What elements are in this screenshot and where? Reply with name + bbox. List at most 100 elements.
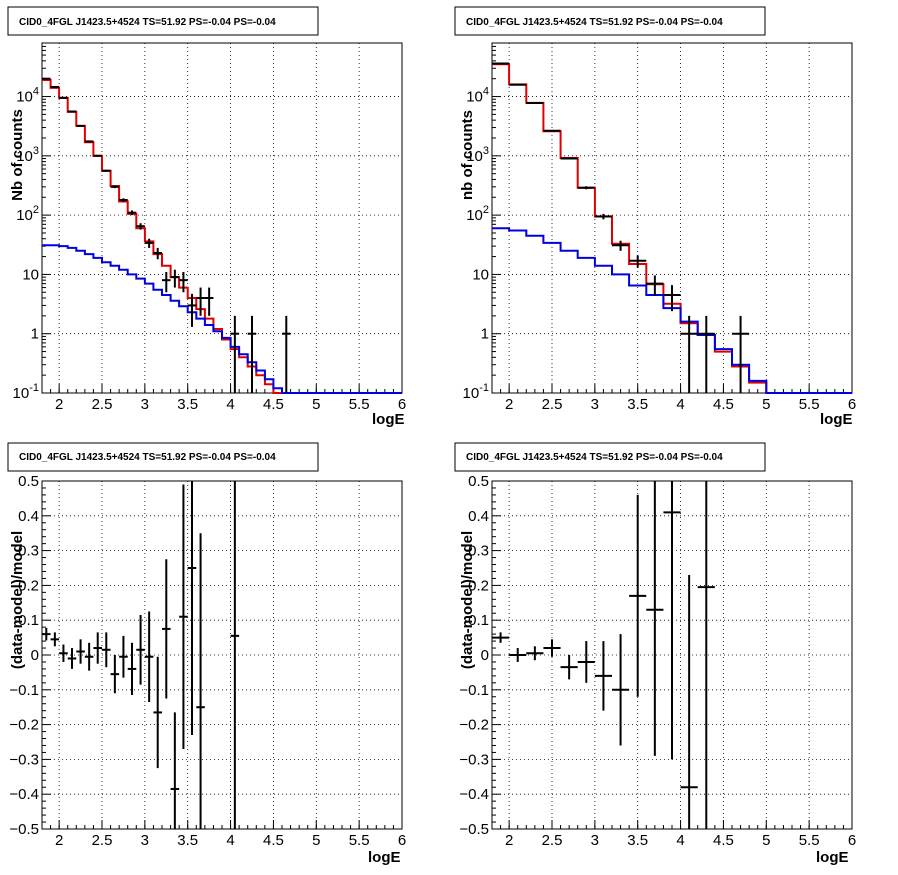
pad-title: CID0_4FGL J1423.5+4524 TS=51.92 PS=-0.04…: [19, 452, 276, 463]
data-point: [577, 186, 595, 190]
x-tick-label: 5.5: [349, 396, 370, 413]
x-tick-label: 5.5: [799, 832, 820, 849]
x-tick-label: 4.5: [713, 396, 734, 413]
y-tick-label: −0.1: [459, 682, 489, 699]
data-point: [230, 315, 240, 393]
residual-point: [153, 656, 162, 769]
data-point: [76, 124, 85, 127]
y-tick-label: 0: [31, 647, 39, 664]
residual-point: [543, 639, 561, 657]
x-tick-label: 4: [676, 832, 684, 849]
residual-point: [67, 648, 77, 669]
data-point: [282, 315, 291, 393]
y-axis-label: (data-model)/model: [9, 531, 26, 669]
x-tick-label: 4: [676, 396, 684, 413]
x-tick-label: 4: [226, 396, 234, 413]
x-tick-label: 6: [848, 832, 856, 849]
data-point: [560, 157, 578, 160]
residual-point: [509, 648, 527, 662]
counts-pad-right: CID0_4FGL J1423.5+4524 TS=51.92 PS=-0.04…: [454, 6, 856, 428]
y-tick-label: 0.5: [468, 473, 489, 490]
residual-point: [187, 481, 197, 736]
y-tick-label: −0.4: [459, 786, 489, 803]
x-tick-label: 4.5: [713, 832, 734, 849]
y-tick-label: 10-1: [463, 382, 489, 402]
y-tick-label: 10: [22, 266, 39, 283]
data-point: [612, 240, 630, 251]
data-point: [84, 140, 94, 143]
y-tick-label: 0.5: [18, 473, 39, 490]
residual-point: [162, 559, 171, 699]
y-tick-label: 0.4: [18, 508, 39, 525]
y-tick-label: 0.4: [468, 508, 489, 525]
x-axis-label: logE: [372, 411, 405, 428]
residual-point: [76, 639, 85, 664]
y-tick-label: −0.2: [459, 717, 489, 734]
residual-point: [697, 481, 715, 829]
x-tick-label: 5: [312, 396, 320, 413]
x-tick-label: 4.5: [263, 396, 284, 413]
y-tick-label: 0: [481, 647, 489, 664]
data-point: [196, 287, 205, 316]
x-tick-label: 2.5: [92, 396, 113, 413]
x-axis-label: logE: [820, 411, 853, 428]
data-point: [732, 315, 750, 393]
data-point: [179, 271, 188, 293]
data-point: [680, 315, 698, 393]
data-point: [93, 154, 102, 157]
data-point: [187, 293, 197, 327]
y-tick-label: 0.2: [468, 577, 489, 594]
data-point: [204, 287, 214, 316]
data-point: [247, 315, 257, 393]
y-tick-label: −0.3: [459, 751, 489, 768]
data-point: [59, 96, 68, 99]
y-tick-label: 0.1: [468, 612, 489, 629]
y-tick-label: 102: [466, 204, 489, 224]
title-box: [7, 6, 319, 36]
plot-frame: [491, 42, 853, 394]
data-point: [144, 238, 154, 248]
residual-point: [119, 635, 128, 678]
data-point: [543, 129, 561, 132]
pad-title: CID0_4FGL J1423.5+4524 TS=51.92 PS=-0.04…: [466, 17, 723, 28]
pad-title: CID0_4FGL J1423.5+4524 TS=51.92 PS=-0.04…: [466, 452, 723, 463]
residual-point: [577, 641, 595, 683]
x-tick-label: 6: [398, 832, 406, 849]
pad-title: CID0_4FGL J1423.5+4524 TS=51.92 PS=-0.04…: [19, 17, 276, 28]
y-tick-label: −0.3: [9, 751, 39, 768]
y-tick-label: 104: [466, 86, 489, 106]
y-tick-label: 1: [31, 326, 39, 343]
data-point: [136, 223, 145, 230]
x-tick-label: 3: [591, 832, 599, 849]
y-tick-label: −0.5: [9, 821, 39, 838]
x-axis-label: logE: [368, 849, 401, 866]
y-tick-label: 0.2: [18, 577, 39, 594]
residual-point: [42, 627, 51, 641]
residual-point: [102, 632, 111, 668]
data-point: [594, 213, 612, 220]
data-point: [119, 198, 128, 202]
residual-point: [59, 644, 68, 662]
data-point: [162, 271, 171, 293]
x-tick-label: 3: [141, 832, 149, 849]
x-tick-label: 3.5: [627, 832, 648, 849]
data-point: [629, 255, 647, 268]
y-axis-label: Nb of counts: [9, 109, 26, 201]
data-point: [67, 110, 77, 113]
residual-point: [560, 655, 578, 680]
residual-pad-left: CID0_4FGL J1423.5+4524 TS=51.92 PS=-0.04…: [7, 442, 406, 866]
y-tick-label: 10: [472, 266, 489, 283]
x-tick-label: 2.5: [542, 832, 563, 849]
x-tick-label: 5: [762, 832, 770, 849]
residual-point: [136, 614, 145, 685]
y-tick-label: 104: [16, 86, 39, 106]
data-point: [50, 85, 60, 88]
residual-point: [680, 574, 698, 829]
x-tick-label: 6: [398, 396, 406, 413]
x-tick-label: 2: [505, 832, 513, 849]
x-tick-label: 4: [226, 832, 234, 849]
title-box: [7, 442, 319, 472]
x-tick-label: 5: [312, 832, 320, 849]
data-point: [526, 101, 544, 104]
